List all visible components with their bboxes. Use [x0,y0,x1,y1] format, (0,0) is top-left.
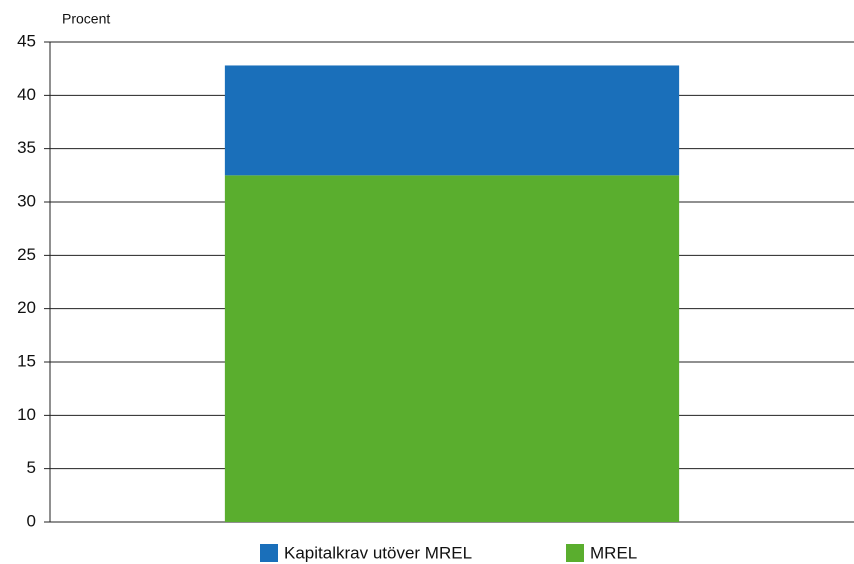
y-tick-label: 25 [17,245,36,264]
bar-segment [224,65,680,176]
legend-label: MREL [590,543,637,562]
y-tick-label: 15 [17,351,36,370]
legend-swatch [566,544,584,562]
y-tick-label: 35 [17,138,36,157]
y-tick-label: 0 [27,511,36,530]
y-tick-label: 45 [17,31,36,50]
y-tick-label: 20 [17,298,36,317]
y-tick-label: 30 [17,191,36,210]
legend-label: Kapitalkrav utöver MREL [284,543,472,562]
y-tick-label: 10 [17,405,36,424]
y-tick-label: 5 [27,458,36,477]
y-axis-label: Procent [62,11,110,27]
legend-swatch [260,544,278,562]
y-tick-label: 40 [17,85,36,104]
bar-segment [224,175,680,523]
